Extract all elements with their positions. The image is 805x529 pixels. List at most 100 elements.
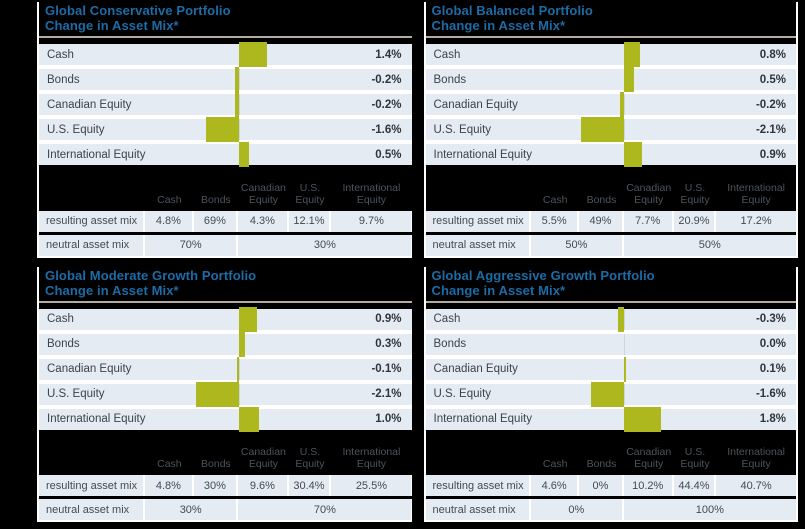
change-value: 1.0%	[375, 413, 402, 425]
panel-title-block: Global Balanced Portfolio Change in Asse…	[425, 2, 796, 38]
row-label: resulting asset mix	[425, 475, 532, 496]
row-label: neutral asset mix	[425, 234, 532, 256]
chart-row: U.S. Equity -1.6%	[425, 381, 796, 407]
column-header-bonds: Bonds	[586, 458, 617, 470]
zero-baseline	[624, 308, 626, 330]
change-value: 0.5%	[759, 73, 786, 86]
chart-row: Canadian Equity -0.2%	[39, 92, 412, 117]
portfolio-panel: Global Conservative Portfolio Change in …	[37, 2, 412, 258]
change-bar	[238, 331, 245, 357]
change-bar	[238, 142, 249, 167]
change-bar	[624, 356, 627, 382]
panel-title: Global Moderate Growth Portfolio	[45, 267, 257, 283]
column-header-cash: Cash	[157, 193, 182, 206]
change-value: 0.0%	[759, 338, 786, 350]
change-bar	[617, 306, 625, 332]
neutral-value-equities: 70%	[238, 499, 412, 520]
mix-value-canadian-equity: 7.7%	[623, 210, 674, 232]
panel-title-block: Global Aggressive Growth Portfolio Chang…	[425, 267, 796, 303]
change-bar	[234, 67, 239, 92]
mix-value-bonds: 49%	[579, 210, 624, 232]
mix-value-canadian-equity: 4.3%	[238, 210, 289, 232]
chart-row: International Equity 0.9%	[425, 142, 796, 167]
asset-label: Cash	[47, 313, 74, 325]
mix-value-international-equity: 40.7%	[716, 475, 796, 496]
row-label: resulting asset mix	[39, 210, 146, 232]
asset-label: U.S. Equity	[47, 123, 105, 136]
zero-baseline	[238, 383, 240, 405]
mix-value-canadian-equity: 10.2%	[623, 475, 674, 496]
zero-baseline	[238, 69, 240, 90]
mix-value-us-equity: 20.9%	[673, 210, 717, 232]
chart-row: Bonds 0.5%	[425, 67, 796, 92]
mix-value-bonds: 30%	[193, 475, 239, 496]
column-header-bonds: Bonds	[201, 458, 231, 470]
column-header-cash: Cash	[157, 458, 182, 470]
mix-value-us-equity: 12.1%	[288, 210, 332, 232]
change-value: 0.3%	[375, 338, 402, 350]
row-label: neutral asset mix	[39, 499, 146, 520]
panel-title: Global Aggressive Growth Portfolio	[431, 267, 655, 283]
asset-label: U.S. Equity	[47, 388, 105, 400]
asset-mix-bar-chart: Cash -0.3% Bonds 0.0% Canadian Equity 0.…	[425, 306, 796, 432]
chart-row: Cash 1.4%	[39, 42, 412, 67]
change-value: 0.8%	[759, 48, 786, 61]
change-bar	[205, 117, 239, 142]
asset-label: Cash	[47, 48, 74, 61]
chart-row: Bonds 0.3%	[39, 331, 412, 357]
chart-row: Bonds 0.0%	[425, 333, 796, 355]
change-value: -2.1%	[371, 388, 402, 400]
asset-label: U.S. Equity	[433, 123, 492, 136]
asset-label: International Equity	[433, 148, 532, 161]
table-header-row: Cash Bonds Canadian Equity U.S. Equity I…	[39, 177, 412, 207]
change-value: -0.3%	[755, 313, 786, 325]
asset-label: International Equity	[47, 413, 146, 425]
change-value: -0.1%	[371, 363, 402, 375]
panel-subtitle: Change in Asset Mix*	[431, 282, 566, 298]
asset-label: Bonds	[47, 338, 80, 350]
chart-row: Cash 0.9%	[39, 306, 412, 332]
portfolio-panel: Global Moderate Growth Portfolio Change …	[37, 266, 412, 522]
mix-value-cash: 4.6%	[531, 475, 580, 496]
asset-label: Canadian Equity	[433, 98, 518, 111]
asset-mix-table: Cash Bonds Canadian Equity U.S. Equity I…	[39, 177, 412, 258]
column-header-canadian-equity: Canadian Equity	[240, 181, 286, 206]
chart-row: International Equity 1.0%	[39, 406, 412, 432]
zero-baseline	[624, 94, 626, 115]
table-header-row: Cash Bonds Canadian Equity U.S. Equity I…	[39, 441, 412, 471]
asset-mix-table: Cash Bonds Canadian Equity U.S. Equity I…	[425, 177, 796, 258]
change-bar	[238, 42, 268, 67]
asset-mix-bar-chart: Cash 0.9% Bonds 0.3% Canadian Equity -0.…	[39, 306, 412, 432]
mix-value-international-equity: 9.7%	[331, 210, 412, 232]
change-bar	[238, 406, 260, 432]
column-header-bonds: Bonds	[201, 193, 231, 206]
panel-title: Global Conservative Portfolio	[45, 3, 231, 18]
chart-row: Canadian Equity -0.2%	[425, 92, 796, 117]
column-header-international-equity: International Equity	[342, 446, 401, 470]
neutral-value-cash-bonds: 70%	[145, 234, 239, 256]
row-label: resulting asset mix	[425, 210, 532, 232]
chart-row: Cash -0.3%	[425, 306, 796, 332]
chart-row: U.S. Equity -1.6%	[39, 117, 412, 142]
zero-baseline	[238, 358, 240, 380]
panel-title-block: Global Conservative Portfolio Change in …	[39, 2, 412, 38]
change-bar	[624, 42, 641, 67]
chart-row: Cash 0.8%	[425, 42, 796, 67]
resulting-asset-mix-row: resulting asset mix 4.8% 30% 9.6% 30.4% …	[39, 475, 412, 496]
mix-value-canadian-equity: 9.6%	[238, 475, 289, 496]
chart-row: Canadian Equity -0.1%	[39, 356, 412, 382]
column-header-us-equity: U.S. Equity	[680, 181, 710, 206]
asset-label: Bonds	[433, 73, 467, 86]
zero-baseline	[238, 94, 240, 115]
neutral-asset-mix-row: neutral asset mix 30% 70%	[39, 499, 412, 522]
neutral-value-cash-bonds: 0%	[531, 499, 624, 520]
panel-title-block: Global Moderate Growth Portfolio Change …	[39, 267, 412, 303]
change-value: -1.6%	[755, 388, 786, 400]
neutral-value-cash-bonds: 30%	[145, 499, 239, 520]
chart-row: International Equity 0.5%	[39, 142, 412, 167]
zero-baseline	[624, 333, 626, 355]
mix-value-international-equity: 17.2%	[716, 210, 796, 232]
header-spacer	[39, 177, 145, 207]
change-value: 1.8%	[759, 413, 786, 425]
zero-baseline	[624, 119, 626, 140]
